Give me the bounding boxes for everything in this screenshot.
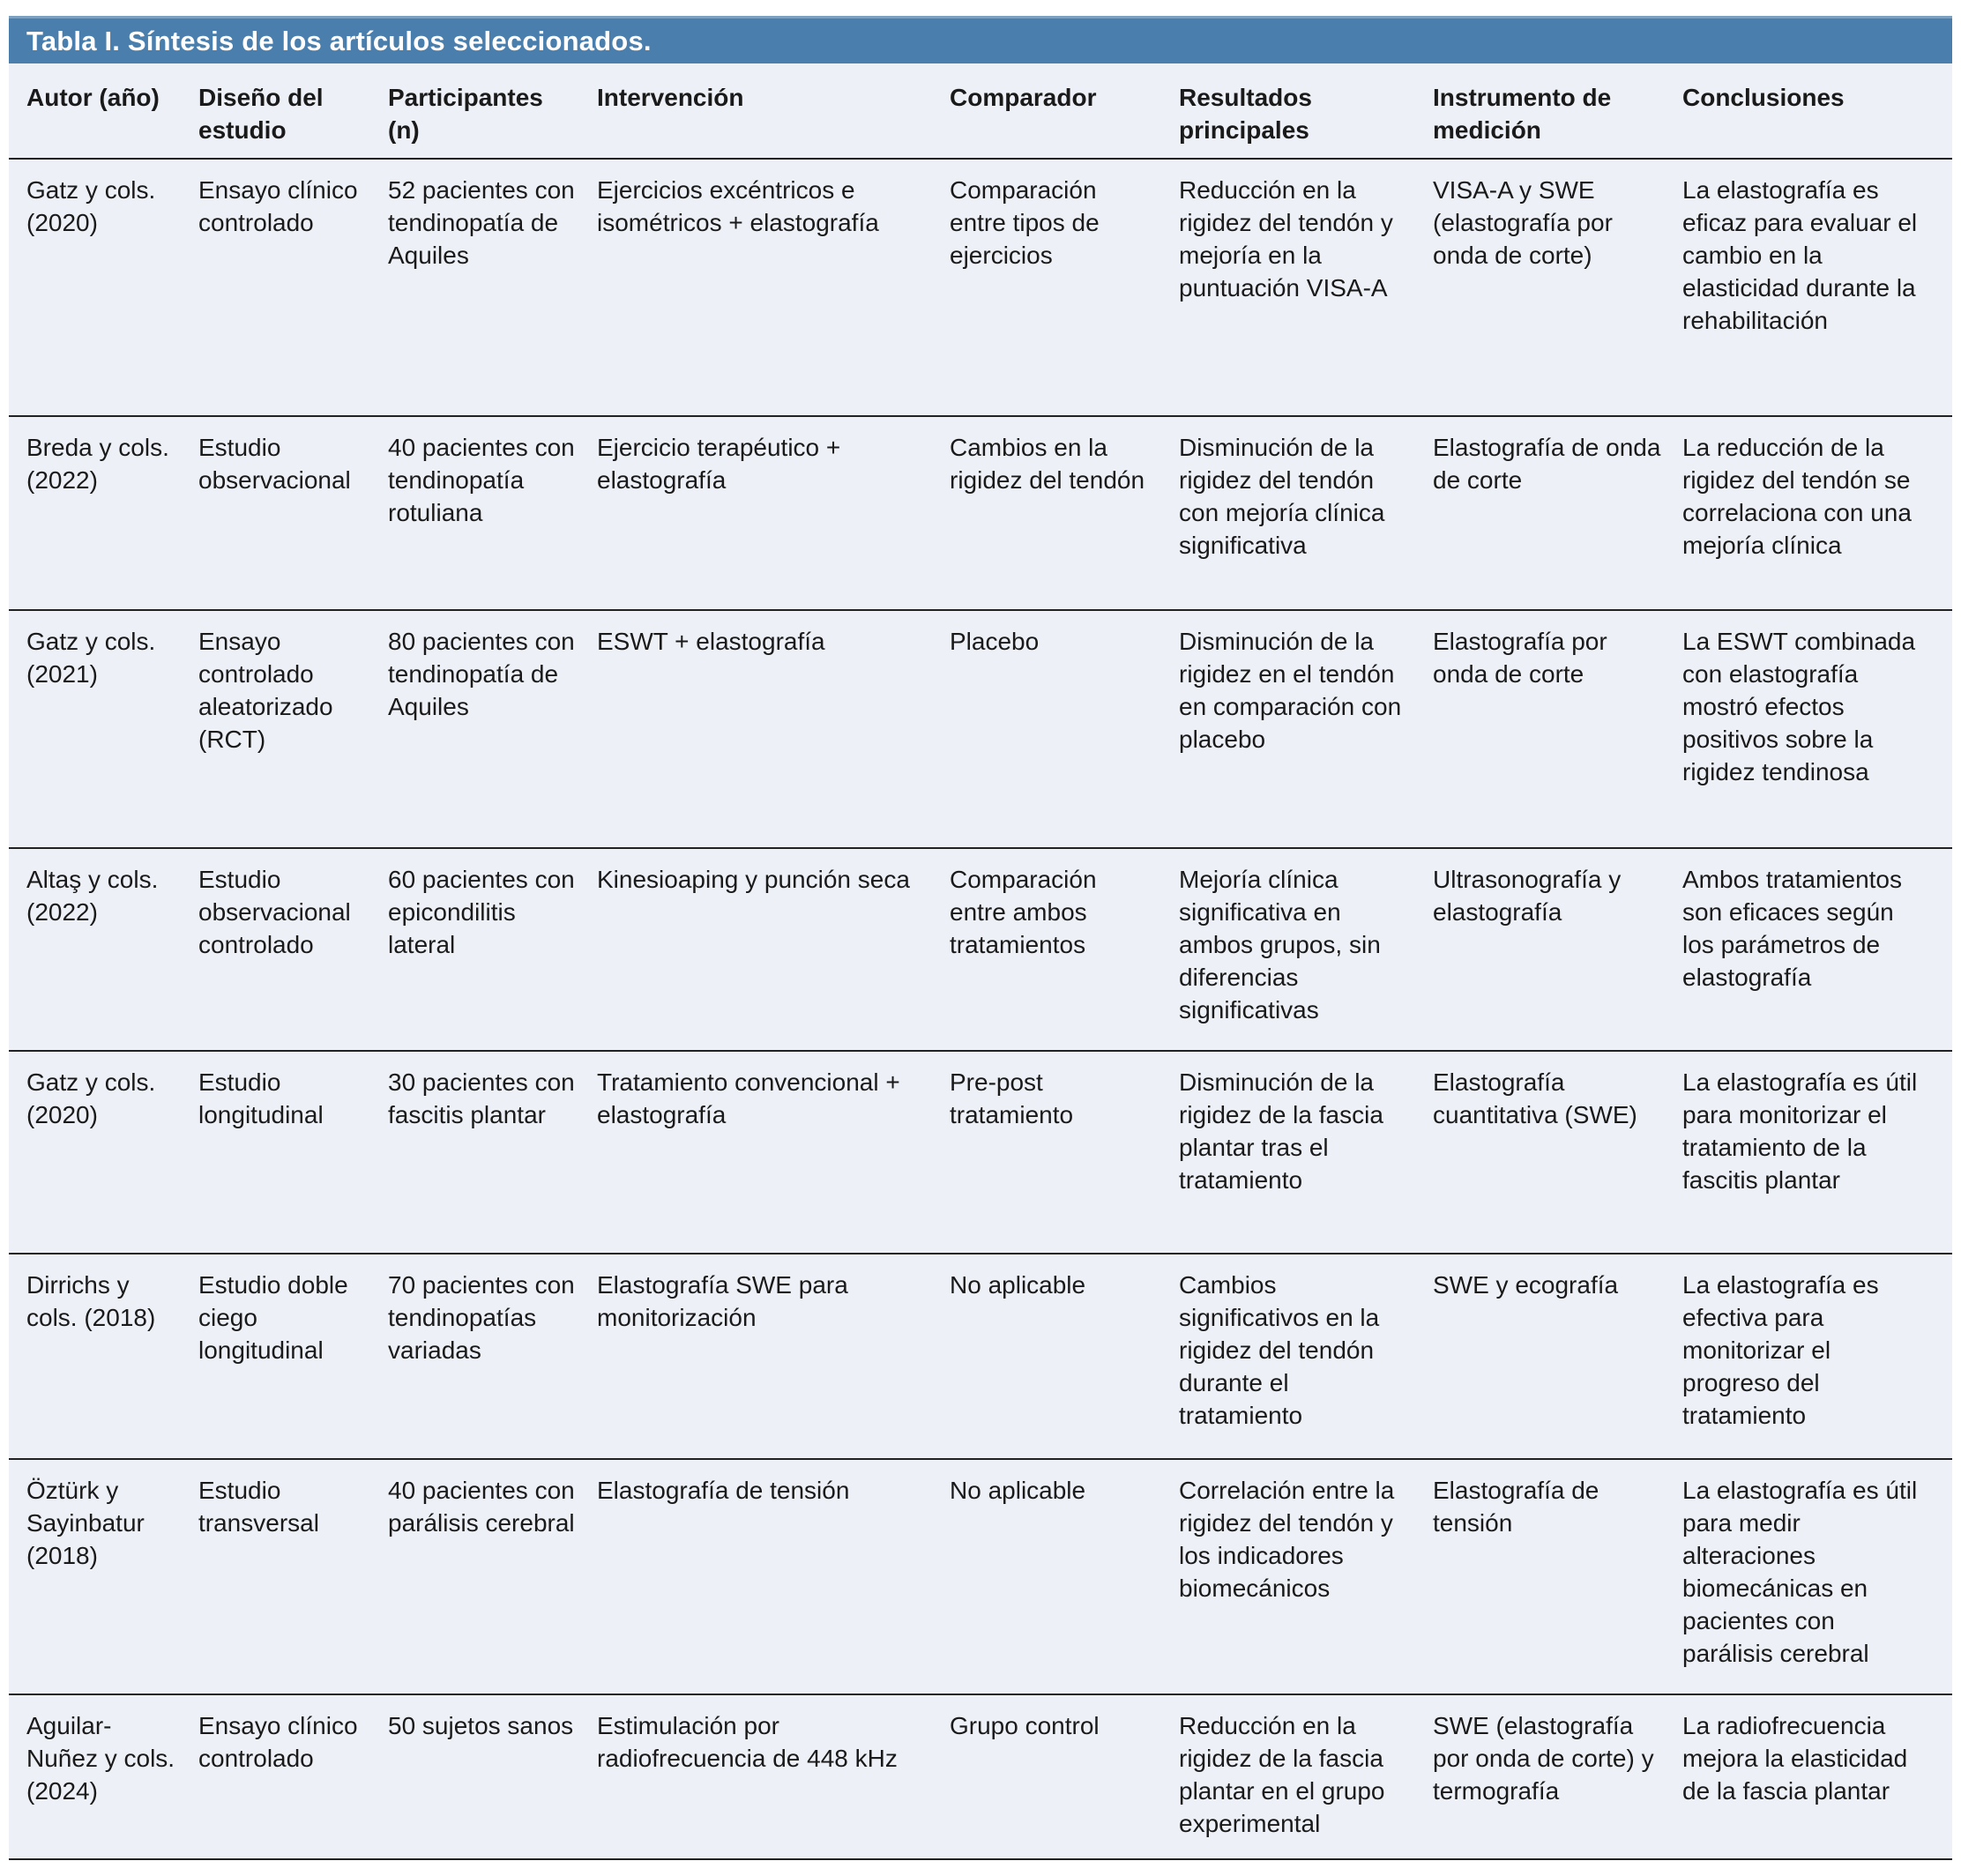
cell: No aplicable [950,1253,1179,1459]
column-header: Intervención [597,84,744,111]
cell: 40 pacientes con parálisis cerebral [388,1458,597,1694]
table-row: Gatz y cols. (2020) Ensayo clínico contro… [9,158,1952,416]
column-header: Participantes (n) [388,84,543,144]
cell: Elastografía de tensión [1433,1458,1682,1694]
cell: Elastografía SWE para monitorización [597,1253,950,1459]
cell: Pre-post tratamiento [950,1050,1179,1254]
cell: Dirrichs y cols. (2018) [9,1253,198,1459]
cell: ESWT + elastografía [597,609,950,848]
cell: Ejercicio terapéutico + elastografía [597,415,950,610]
cell: SWE y ecografía [1433,1253,1682,1459]
cell: La ESWT combinada con elastografía mostr… [1682,609,1952,848]
cell: Estudio longitudinal [198,1050,388,1254]
cell: Placebo [950,609,1179,848]
cell: La radiofrecuencia mejora la elasticidad… [1682,1694,1952,1859]
cell: Reducción en la rigidez del tendón y mej… [1179,158,1433,416]
cell: Elastografía por onda de corte [1433,609,1682,848]
cell: Gatz y cols. (2020) [9,158,198,416]
cell: La elastografía es efectiva para monitor… [1682,1253,1952,1459]
table-title: Tabla I. Síntesis de los artículos selec… [26,25,652,56]
cell: Grupo control [950,1694,1179,1859]
cell: Ambos tratamientos son eficaces según lo… [1682,847,1952,1051]
header-row: Autor (año) Diseño del estudio Participant… [9,63,1952,159]
cell: Disminución de la rigidez en el tendón e… [1179,609,1433,848]
cell: Gatz y cols. (2020) [9,1050,198,1254]
cell: Estudio transversal [198,1458,388,1694]
cell: Öztürk y Sayinbatur (2018) [9,1458,198,1694]
table-row: Öztürk y Sayinbatur (2018) Estudio transv… [9,1458,1952,1694]
cell: VISA-A y SWE (elastografía por onda de c… [1433,158,1682,416]
cell: Estimulación por radiofrecuencia de 448 … [597,1694,950,1859]
cell: No aplicable [950,1458,1179,1694]
cell: Elastografía de onda de corte [1433,415,1682,610]
cell: Cambios en la rigidez del tendón [950,415,1179,610]
cell: 60 pacientes con epicondilitis lateral [388,847,597,1051]
cell: Ejercicios excéntricos e isométricos + e… [597,158,950,416]
articles-summary-table: Autor (año) Diseño del estudio Participant… [9,63,1952,1860]
cell: Kinesioaping y punción seca [597,847,950,1051]
table-title-bar: Tabla I. Síntesis de los artículos selec… [9,16,1952,63]
table-row: Altaş y cols. (2022) Estudio observaciona… [9,847,1952,1051]
cell: Comparación entre tipos de ejercicios [950,158,1179,416]
column-header: Instrumento de medición [1433,84,1612,144]
cell: 52 pacientes con tendinopatía de Aquiles [388,158,597,416]
cell: 30 pacientes con fascitis plantar [388,1050,597,1254]
cell: La elastografía es eficaz para evaluar e… [1682,158,1952,416]
cell: 70 pacientes con tendinopatías variadas [388,1253,597,1459]
cell: Aguilar-Nuñez y cols. (2024) [9,1694,198,1859]
cell: Gatz y cols. (2021) [9,609,198,848]
table-row: Gatz y cols. (2021) Ensayo controlado ale… [9,609,1952,848]
cell: La elastografía es útil para medir alter… [1682,1458,1952,1694]
cell: Ultrasonografía y elastografía [1433,847,1682,1051]
cell: Estudio observacional controlado [198,847,388,1051]
column-header: Diseño del estudio [198,84,324,144]
cell: Elastografía de tensión [597,1458,950,1694]
cell: La reducción de la rigidez del tendón se… [1682,415,1952,610]
cell: Reducción en la rigidez de la fascia pla… [1179,1694,1433,1859]
table-row: Dirrichs y cols. (2018) Estudio doble cie… [9,1253,1952,1459]
cell: La elastografía es útil para monitorizar… [1682,1050,1952,1254]
table-row: Breda y cols. (2022) Estudio observaciona… [9,415,1952,610]
cell: Comparación entre ambos tratamientos [950,847,1179,1051]
cell: Estudio doble ciego longitudinal [198,1253,388,1459]
cell: Altaş y cols. (2022) [9,847,198,1051]
cell: Breda y cols. (2022) [9,415,198,610]
cell: 50 sujetos sanos [388,1694,597,1859]
table-row: Aguilar-Nuñez y cols. (2024) Ensayo clíni… [9,1694,1952,1859]
cell: Estudio observacional [198,415,388,610]
cell: Ensayo clínico controlado [198,1694,388,1859]
column-header: Conclusiones [1682,84,1845,111]
cell: Elastografía cuantitativa (SWE) [1433,1050,1682,1254]
cell: Tratamiento convencional + elastografía [597,1050,950,1254]
table-row: Gatz y cols. (2020) Estudio longitudinal 3… [9,1050,1952,1254]
cell: Cambios significativos en la rigidez del… [1179,1253,1433,1459]
cell: Ensayo controlado aleatorizado (RCT) [198,609,388,848]
column-header: Resultados principales [1179,84,1312,144]
cell: 40 pacientes con tendinopatía rotuliana [388,415,597,610]
cell: Ensayo clínico controlado [198,158,388,416]
cell: Disminución de la rigidez de la fascia p… [1179,1050,1433,1254]
cell: Mejoría clínica significativa en ambos g… [1179,847,1433,1051]
cell: 80 pacientes con tendinopatía de Aquiles [388,609,597,848]
cell: SWE (elastografía por onda de corte) y t… [1433,1694,1682,1859]
column-header: Comparador [950,84,1097,111]
cell: Correlación entre la rigidez del tendón … [1179,1458,1433,1694]
cell: Disminución de la rigidez del tendón con… [1179,415,1433,610]
column-header: Autor (año) [26,84,160,111]
